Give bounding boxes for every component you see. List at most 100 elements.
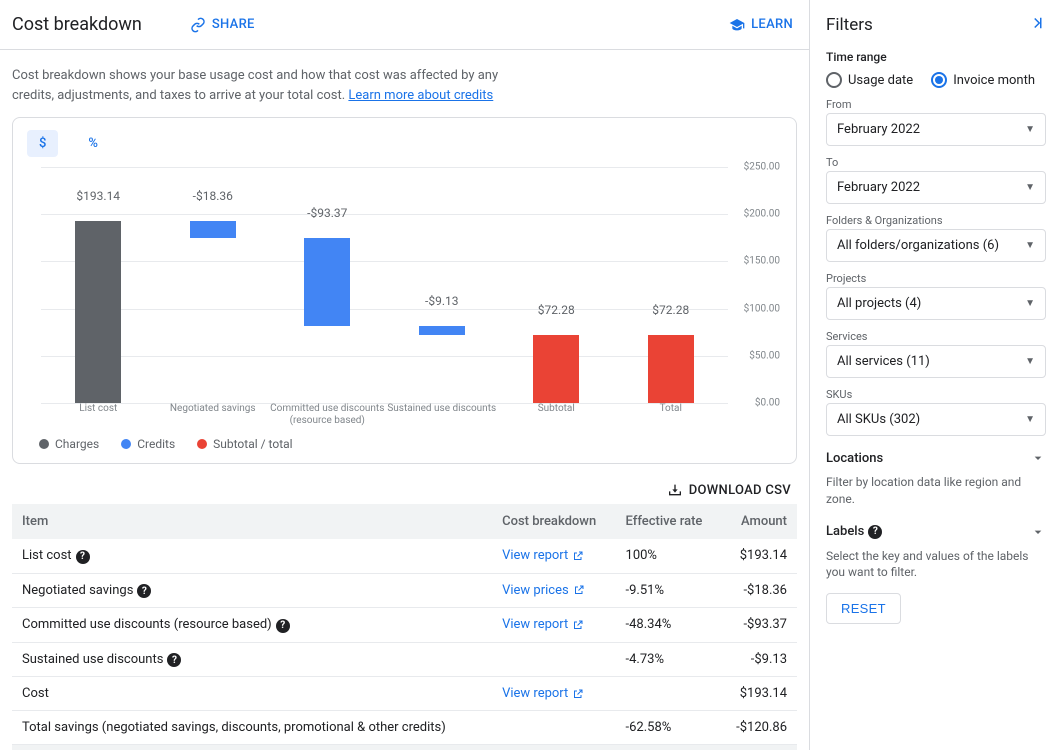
filter-value: All services (11) (837, 354, 930, 369)
locations-expand[interactable]: Locations (826, 446, 1046, 470)
radio-icon (826, 72, 842, 88)
view-link[interactable]: View report (502, 548, 584, 563)
filters-header: Filters (826, 14, 1046, 36)
dropdown-arrow-icon: ▼ (1025, 182, 1035, 193)
help-icon[interactable]: ? (868, 525, 882, 539)
view-link[interactable]: View prices (502, 583, 585, 598)
legend-item: Charges (39, 437, 99, 451)
x-axis-label: Total (614, 403, 729, 427)
filter-select[interactable]: All SKUs (302) ▼ (826, 403, 1046, 436)
chart-bar[interactable] (648, 335, 694, 403)
table-header-cell: Effective rate (616, 504, 721, 539)
effective-rate-cell: -48.34% (616, 608, 721, 643)
legend-item: Credits (121, 437, 175, 451)
share-label: SHARE (212, 17, 255, 32)
share-button[interactable]: SHARE (190, 17, 255, 33)
description: Cost breakdown shows your base usage cos… (0, 50, 520, 117)
filter-select[interactable]: All folders/organizations (6)▼ (826, 229, 1046, 262)
chart-bar[interactable] (533, 335, 579, 403)
radio-icon (931, 72, 947, 88)
filters-title: Filters (826, 15, 873, 35)
filter-value: All projects (4) (837, 296, 921, 311)
download-row: DOWNLOAD CSV (0, 482, 809, 504)
radio-option[interactable]: Invoice month (931, 72, 1035, 88)
effective-rate-cell (616, 677, 721, 711)
filter-value: All folders/organizations (6) (837, 238, 999, 253)
help-icon[interactable]: ? (137, 584, 151, 598)
from-select[interactable]: February 2022 ▼ (826, 113, 1046, 146)
collapse-sidebar-icon[interactable] (1028, 14, 1046, 36)
time-range-radio-group: Usage date Invoice month (826, 72, 1046, 88)
radio-label: Invoice month (953, 73, 1035, 88)
item-label: Cost (22, 686, 49, 701)
from-label: From (826, 98, 1046, 111)
labels-expand[interactable]: Labels ? (826, 520, 1046, 544)
dropdown-arrow-icon: ▼ (1025, 124, 1035, 135)
legend-item: Subtotal / total (197, 437, 292, 451)
y-axis-tick: $100.00 (744, 303, 780, 314)
bar-column: $72.28 (614, 167, 729, 403)
filter-select[interactable]: All services (11)▼ (826, 345, 1046, 378)
legend-dot (197, 439, 207, 449)
x-axis-label: List cost (41, 403, 156, 427)
bar-value-label: -$93.37 (270, 206, 385, 220)
learn-more-link[interactable]: Learn more about credits (348, 88, 493, 103)
labels-label: Labels (826, 524, 864, 539)
amount-cell: $193.14 (720, 677, 797, 711)
unit-percent-button[interactable]: % (76, 130, 110, 157)
x-axis-label: Negotiated savings (156, 403, 271, 427)
to-select[interactable]: February 2022 ▼ (826, 171, 1046, 204)
y-axis-tick: $50.00 (749, 350, 780, 361)
table-header-cell: Item (12, 504, 492, 539)
y-axis-tick: $200.00 (744, 209, 780, 220)
amount-cell: -$9.13 (720, 642, 797, 677)
filter-select[interactable]: All projects (4)▼ (826, 287, 1046, 320)
page-header: Cost breakdown SHARE LEARN (0, 0, 809, 50)
legend-dot (39, 439, 49, 449)
learn-label: LEARN (751, 17, 793, 32)
unit-toggle: $ % (21, 126, 110, 167)
chart-bar[interactable] (304, 238, 350, 326)
link-icon (190, 17, 206, 33)
download-csv-button[interactable]: DOWNLOAD CSV (667, 482, 791, 498)
bar-column: $72.28 (499, 167, 614, 403)
view-link[interactable]: View report (502, 686, 584, 701)
item-label: List cost (22, 548, 72, 563)
table-row: List cost?View report 100%$193.14 (12, 539, 797, 573)
filter-label: Projects (826, 272, 1046, 285)
graduation-cap-icon (729, 17, 745, 33)
help-icon[interactable]: ? (167, 653, 181, 667)
radio-option[interactable]: Usage date (826, 72, 913, 88)
chart-bar[interactable] (75, 221, 121, 403)
bar-value-label: $72.28 (614, 303, 729, 317)
x-axis-label: Subtotal (499, 403, 614, 427)
filter-value: All SKUs (302) (837, 412, 920, 427)
chart-legend: Charges Credits Subtotal / total (21, 427, 788, 451)
legend-label: Charges (55, 437, 99, 451)
dropdown-arrow-icon: ▼ (1025, 414, 1035, 425)
table-header-row: ItemCost breakdownEffective rateAmount (12, 504, 797, 539)
table-body: List cost?View report 100%$193.14Negotia… (12, 539, 797, 750)
cost-table: ItemCost breakdownEffective rateAmount L… (12, 504, 797, 750)
bar-column: $193.14 (41, 167, 156, 403)
unit-dollar-button[interactable]: $ (27, 130, 58, 157)
table-footer-row: Subtotal$72.28 (12, 745, 797, 750)
filter-group: Folders & OrganizationsAll folders/organ… (826, 214, 1046, 262)
chart-bar[interactable] (190, 221, 236, 238)
help-icon[interactable]: ? (276, 619, 290, 633)
effective-rate-cell: -4.73% (616, 642, 721, 677)
table-row: Cost View report $193.14 (12, 677, 797, 711)
view-link[interactable]: View report (502, 617, 584, 632)
reset-button[interactable]: RESET (826, 593, 901, 624)
footer-amount: $72.28 (720, 745, 797, 750)
filters-sidebar: Filters Time range Usage dateInvoice mon… (810, 0, 1062, 750)
table-row: Negotiated savings?View prices -9.51%-$1… (12, 573, 797, 608)
download-label: DOWNLOAD CSV (689, 483, 791, 498)
chevron-down-icon (1030, 524, 1046, 540)
y-axis-tick: $150.00 (744, 256, 780, 267)
chart-bar[interactable] (419, 326, 465, 335)
from-value: February 2022 (837, 122, 920, 137)
learn-button[interactable]: LEARN (729, 17, 793, 33)
filter-group: SKUsAll SKUs (302)▼ (826, 388, 1046, 436)
help-icon[interactable]: ? (76, 550, 90, 564)
